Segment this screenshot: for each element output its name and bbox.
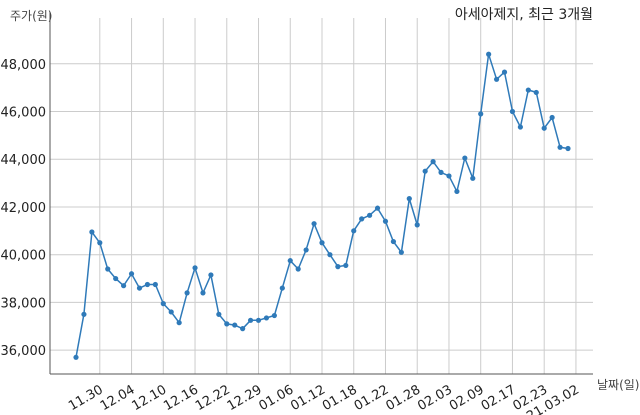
data-point	[287, 258, 293, 264]
label-layer: 아세아제지, 최근 3개월 주가(원) 날짜(일)	[10, 7, 639, 392]
data-point	[390, 238, 397, 245]
data-point	[73, 354, 79, 360]
data-point	[422, 168, 428, 174]
x-tick-label: 12.16	[161, 382, 201, 414]
data-point	[525, 87, 531, 93]
data-point	[414, 222, 420, 228]
y-tick-label: 36,000	[1, 344, 47, 359]
x-tick-label: 01.18	[320, 382, 360, 414]
data-point	[232, 322, 238, 328]
data-point	[398, 249, 404, 255]
data-point	[81, 311, 87, 317]
data-point	[89, 229, 95, 235]
x-tick-label: 12.04	[98, 382, 138, 414]
x-tick-label: 02.17	[479, 382, 519, 414]
data-point	[295, 266, 301, 272]
data-point	[311, 221, 317, 227]
data-point	[121, 283, 127, 289]
data-point	[501, 69, 508, 75]
data-point	[327, 252, 333, 258]
data-point	[462, 155, 468, 161]
data-point	[486, 51, 492, 57]
x-tick-label: 01.22	[352, 382, 392, 414]
data-point	[152, 281, 158, 288]
x-tick-label: 01.12	[288, 382, 328, 414]
data-point	[367, 212, 373, 218]
y-axis-title: 주가(원)	[10, 9, 52, 23]
data-point	[430, 159, 436, 165]
x-tick-label: 11.30	[66, 382, 106, 414]
data-point	[200, 290, 206, 296]
x-tick-label: 12.10	[130, 382, 170, 414]
x-tick-label: 01.28	[383, 382, 423, 414]
data-point	[192, 265, 198, 271]
data-point	[478, 111, 484, 117]
data-point	[176, 320, 182, 326]
data-point	[160, 301, 166, 307]
data-point	[517, 124, 523, 130]
data-point	[565, 145, 571, 152]
data-point	[247, 317, 254, 323]
data-point	[113, 275, 119, 282]
grid-layer	[50, 18, 593, 374]
data-point	[255, 317, 262, 323]
y-tick-label: 46,000	[1, 106, 47, 121]
data-point	[406, 196, 412, 202]
data-point	[541, 125, 547, 131]
data-point	[136, 285, 143, 291]
y-tick-label: 48,000	[1, 58, 47, 73]
data-point	[319, 240, 325, 246]
data-point	[557, 144, 563, 150]
x-tick-label: 12.29	[225, 382, 265, 414]
data-point	[359, 216, 365, 222]
data-point	[303, 247, 309, 253]
data-point	[263, 315, 270, 321]
data-point	[343, 262, 349, 269]
data-point	[240, 326, 246, 332]
x-tick-label: 02.09	[447, 382, 487, 414]
data-point	[208, 272, 214, 278]
data-point	[105, 266, 111, 272]
data-point	[144, 281, 151, 288]
x-tick-label: 01.06	[257, 382, 297, 414]
data-point	[509, 108, 516, 115]
data-point	[493, 76, 500, 82]
y-tick-label: 38,000	[1, 296, 47, 311]
chart-title: 아세아제지, 최근 3개월	[455, 7, 593, 23]
data-point	[454, 188, 460, 195]
x-tick-label: 02.03	[415, 382, 455, 414]
data-point	[446, 173, 452, 179]
x-tick-label: 12.22	[193, 382, 233, 414]
data-point	[184, 290, 190, 296]
data-point	[216, 311, 222, 317]
data-point	[97, 240, 103, 246]
data-point	[128, 271, 135, 277]
data-point	[382, 218, 389, 224]
data-point	[271, 312, 277, 319]
y-tick-label: 40,000	[1, 249, 47, 264]
data-point	[279, 285, 285, 291]
series-layer	[73, 51, 571, 360]
data-point	[351, 228, 357, 234]
y-tick-label: 42,000	[1, 201, 47, 216]
data-point	[168, 309, 174, 315]
data-point	[224, 321, 230, 327]
data-point	[470, 175, 476, 181]
data-point	[549, 114, 555, 121]
data-point	[335, 264, 341, 270]
data-point	[533, 89, 539, 96]
y-tick-label: 44,000	[1, 153, 47, 168]
data-point	[374, 205, 381, 211]
data-point	[438, 169, 444, 175]
x-axis-title: 날짜(일)	[597, 378, 639, 392]
